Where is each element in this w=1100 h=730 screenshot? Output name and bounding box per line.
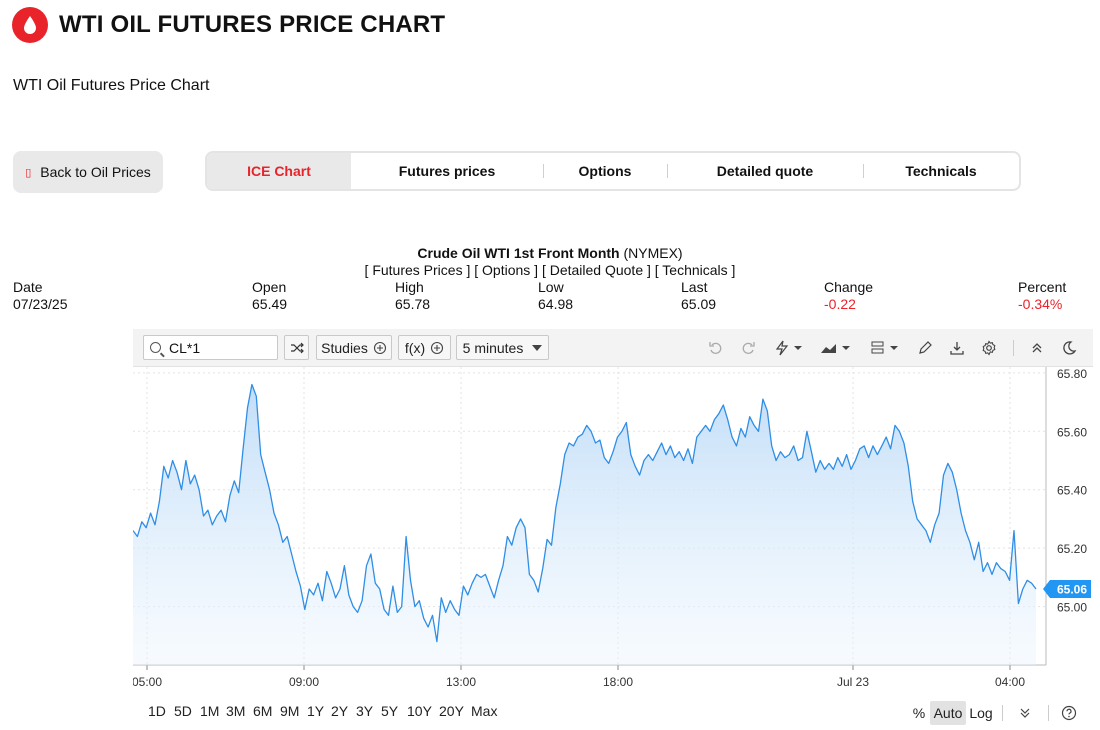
scale-auto[interactable]: Auto xyxy=(930,701,966,725)
chart-links[interactable]: [ Futures Prices ] [ Options ] [ Detaile… xyxy=(364,262,736,278)
x-tick-label: 05:00 xyxy=(133,675,162,689)
quote-open: Open 65.49 xyxy=(252,279,288,312)
studies-label: Studies xyxy=(321,339,368,356)
tab-detailed-quote[interactable]: Detailed quote xyxy=(667,153,863,189)
collapse-up-icon[interactable] xyxy=(1026,337,1048,359)
add-circle-icon xyxy=(431,341,444,354)
quote-low: Low 64.98 xyxy=(538,279,574,312)
page-title: WTI OIL FUTURES PRICE CHART xyxy=(59,11,446,38)
tab-ice-chart[interactable]: ICE Chart xyxy=(207,153,351,189)
page-subtitle: WTI Oil Futures Price Chart xyxy=(13,77,210,94)
scale-percent[interactable]: % xyxy=(912,705,926,721)
price-chart-plot[interactable]: 65.80 65.60 65.40 65.20 65.00 05:00 09:00 13:00… xyxy=(133,367,1093,697)
interval-value: 5 minutes xyxy=(462,339,524,356)
x-tick-label: 04:00 xyxy=(995,675,1025,689)
y-tick-label: 65.60 xyxy=(1057,425,1087,439)
tab-options[interactable]: Options xyxy=(543,153,667,189)
chart-toolbar: CL*1 Studies f(x) 5 minutes xyxy=(133,329,1093,367)
expand-down-icon[interactable] xyxy=(1016,701,1034,725)
last-price-label: 65.06 xyxy=(1057,583,1087,597)
x-tick-label: Jul 23 xyxy=(837,675,869,689)
back-to-oil-prices-button[interactable]: ▯ Back to Oil Prices xyxy=(13,151,163,193)
range-6m[interactable]: 6M xyxy=(253,703,273,719)
quote-last: Last 65.09 xyxy=(681,279,717,312)
tab-technicals[interactable]: Technicals xyxy=(863,153,1019,189)
back-arrow-icon: ▯ xyxy=(25,166,32,179)
range-10y[interactable]: 10Y xyxy=(407,703,432,719)
range-3y[interactable]: 3Y xyxy=(356,703,374,719)
interval-select[interactable]: 5 minutes xyxy=(456,335,549,360)
range-max[interactable]: Max xyxy=(471,703,498,719)
redo-icon[interactable] xyxy=(737,337,759,359)
events-dropdown-icon[interactable] xyxy=(772,337,806,359)
add-circle-icon xyxy=(373,341,386,354)
last-price-tag xyxy=(1043,580,1091,599)
range-2y[interactable]: 2Y xyxy=(331,703,349,719)
y-tick-label: 65.00 xyxy=(1057,601,1087,615)
chart-heading: Crude Oil WTI 1st Front Month (NYMEX) xyxy=(0,245,1100,261)
oil-drop-icon xyxy=(12,7,48,43)
download-icon[interactable] xyxy=(946,337,968,359)
function-label: f(x) xyxy=(404,339,426,356)
x-tick-label: 18:00 xyxy=(603,675,633,689)
range-20y[interactable]: 20Y xyxy=(439,703,464,719)
studies-button[interactable]: Studies xyxy=(316,335,392,360)
chart-tabs: ICE Chart Futures prices Options Detaile… xyxy=(205,151,1021,191)
range-1y[interactable]: 1Y xyxy=(307,703,325,719)
scale-log[interactable]: Log xyxy=(969,705,993,721)
range-1d[interactable]: 1D xyxy=(148,703,166,719)
last-price-marker: 65.06 xyxy=(1043,580,1091,599)
contract-name: Crude Oil WTI 1st Front Month xyxy=(417,245,620,261)
search-icon xyxy=(150,342,161,353)
range-9m[interactable]: 9M xyxy=(280,703,300,719)
x-tick-label: 13:00 xyxy=(446,675,476,689)
caret-down-icon xyxy=(532,344,543,351)
time-range-bar: 1D 5D 1M 3M 6M 9M 1Y 2Y 3Y 5Y 10Y 20Y Ma… xyxy=(133,701,1093,725)
range-5y[interactable]: 5Y xyxy=(381,703,399,719)
dark-mode-icon[interactable] xyxy=(1058,337,1080,359)
price-area-fill xyxy=(133,384,1036,665)
symbol-search-input[interactable]: CL*1 xyxy=(143,335,278,360)
range-5d[interactable]: 5D xyxy=(174,703,192,719)
quote-percent: Percent -0.34% xyxy=(1018,279,1067,312)
range-1m[interactable]: 1M xyxy=(200,703,220,719)
quote-change: Change -0.22 xyxy=(824,279,874,312)
y-tick-label: 65.40 xyxy=(1057,484,1087,498)
help-icon[interactable] xyxy=(1060,701,1078,725)
undo-icon[interactable] xyxy=(705,337,727,359)
price-chart: CL*1 Studies f(x) 5 minutes xyxy=(133,329,1093,730)
y-tick-label: 65.20 xyxy=(1057,542,1087,556)
gear-icon[interactable] xyxy=(978,337,1000,359)
page-header: WTI OIL FUTURES PRICE CHART xyxy=(12,6,445,44)
tab-futures-prices[interactable]: Futures prices xyxy=(398,163,496,179)
symbol-value: CL*1 xyxy=(169,339,201,356)
price-line xyxy=(133,383,1037,643)
x-tick-label: 09:00 xyxy=(289,675,319,689)
pencil-icon[interactable] xyxy=(914,337,936,359)
layout-dropdown-icon[interactable] xyxy=(868,337,902,359)
exchange-name: (NYMEX) xyxy=(623,245,683,261)
chart-type-dropdown-icon[interactable] xyxy=(818,337,854,359)
compare-symbols-button[interactable] xyxy=(284,335,309,360)
toolbar-divider xyxy=(1013,340,1014,356)
back-button-label: Back to Oil Prices xyxy=(40,164,151,180)
quote-summary: Date 07/23/25 Open 65.49 High 65.78 Low … xyxy=(0,279,1100,313)
range-divider xyxy=(1048,705,1049,721)
range-3m[interactable]: 3M xyxy=(226,703,246,719)
function-button[interactable]: f(x) xyxy=(398,335,451,360)
quote-date: Date 07/23/25 xyxy=(13,279,68,312)
range-divider xyxy=(1002,705,1003,721)
shuffle-icon xyxy=(290,342,304,353)
y-tick-label: 65.80 xyxy=(1057,367,1087,381)
quote-high: High 65.78 xyxy=(395,279,431,312)
